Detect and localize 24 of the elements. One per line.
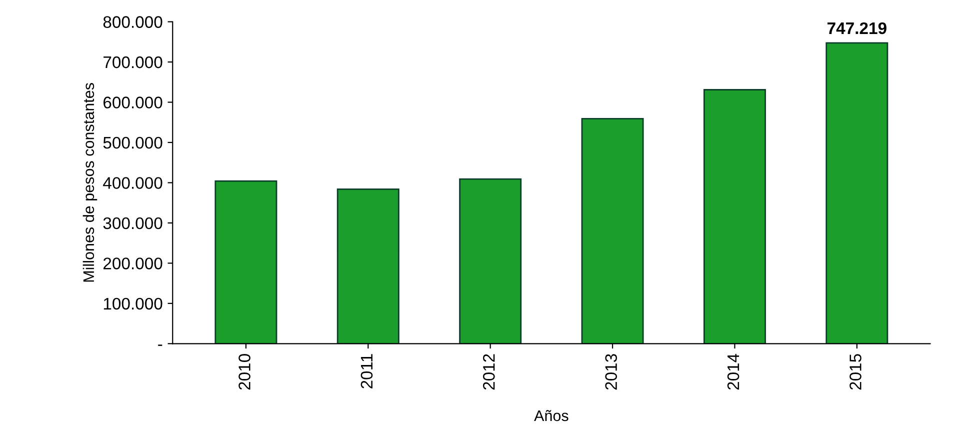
data-label: 747.219 bbox=[828, 22, 886, 34]
y-tick-label: 600.000 bbox=[104, 96, 162, 108]
y-tick-label: 800.000 bbox=[103, 16, 162, 28]
y-tick-label: 300.000 bbox=[103, 217, 162, 230]
x-tick-label: 2010 bbox=[238, 354, 250, 390]
x-tick-label: 2014 bbox=[727, 354, 740, 390]
y-axis-title: Millones de pesos constantes bbox=[82, 83, 98, 282]
bar bbox=[581, 118, 644, 344]
x-tick-label: 2012 bbox=[483, 354, 495, 390]
bar bbox=[459, 178, 522, 344]
y-tick-label: - bbox=[158, 344, 162, 346]
x-tick-label: 2015 bbox=[850, 354, 862, 390]
y-tick-label: 200.000 bbox=[103, 258, 162, 270]
bar bbox=[336, 188, 400, 344]
bar bbox=[703, 89, 766, 344]
x-axis-title: Años bbox=[534, 410, 568, 422]
y-tick-label: 100.000 bbox=[104, 298, 162, 310]
y-tick-label: 400.000 bbox=[103, 177, 162, 189]
bar bbox=[826, 42, 888, 344]
x-tick-label: 2013 bbox=[605, 354, 617, 390]
y-tick-label: 700.000 bbox=[104, 56, 162, 68]
y-tick-label: 500.000 bbox=[103, 136, 162, 149]
x-tick-label: 2011 bbox=[360, 354, 373, 388]
bar bbox=[214, 180, 278, 344]
